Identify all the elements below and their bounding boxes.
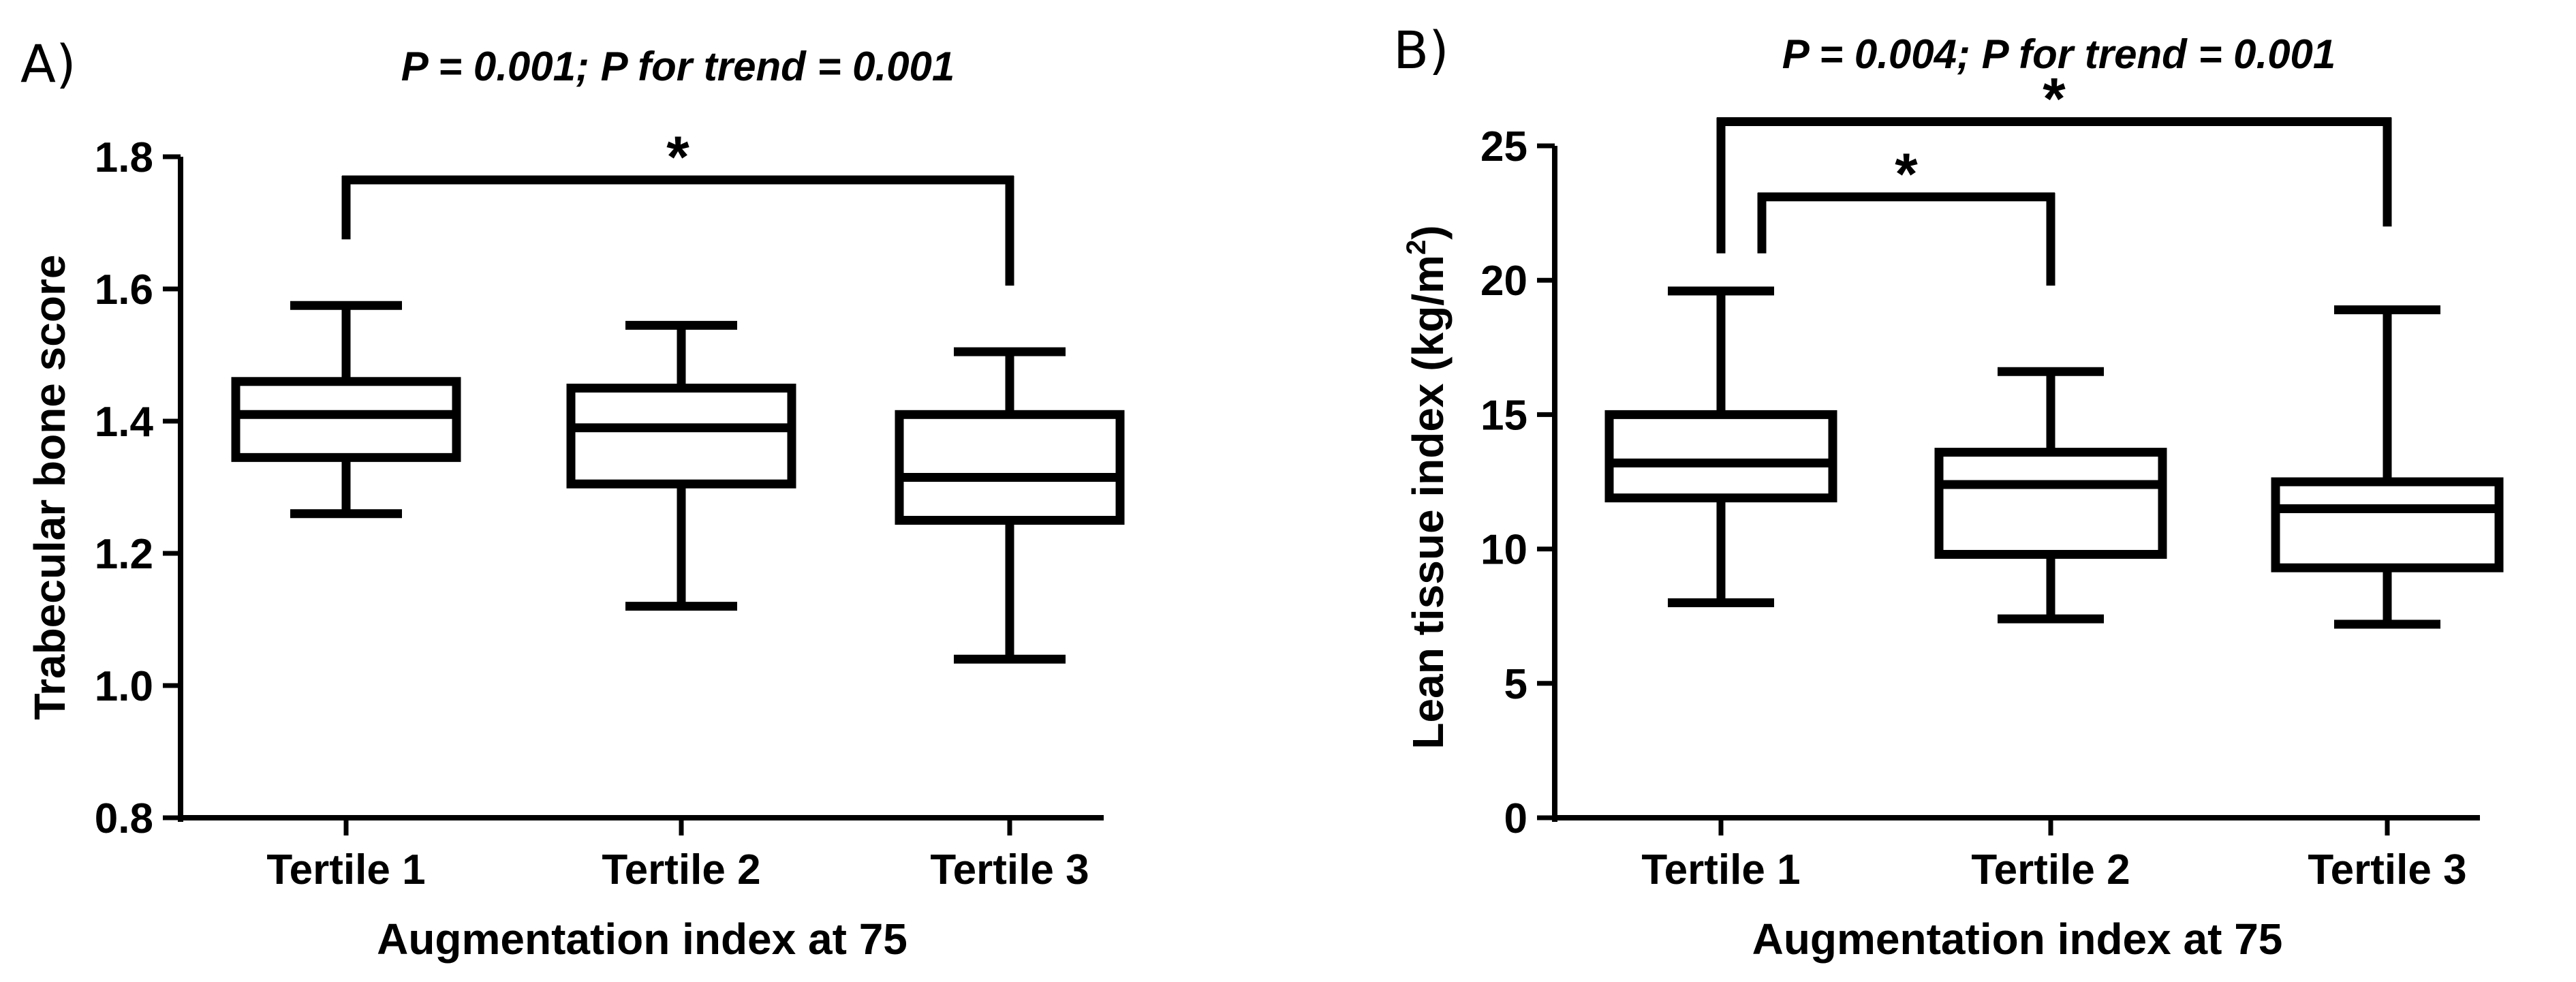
x-tick-label: Tertile 1 [1641, 846, 1800, 893]
significance-label: * [1895, 142, 1918, 207]
iqr-box [1934, 448, 2167, 559]
y-tick-label: 1.0 [95, 663, 153, 710]
y-axis-title: Trabecular bone score [25, 255, 74, 720]
panel-label: B) [1393, 20, 1449, 80]
panel-label: A) [20, 33, 76, 94]
chart-panel-b: B) P = 0.004; P for trend = 0.001 0 5 10 15 20… [1393, 20, 2504, 964]
y-tick-label: 1.2 [95, 531, 153, 578]
significance-bracket-1: * [1757, 142, 2055, 286]
iqr-box [231, 377, 461, 462]
chart-panel-a: A) P = 0.001; P for trend = 0.001 0.8 1.0 1.… [20, 33, 1125, 964]
y-tick-label: 0.8 [95, 795, 153, 842]
x-tick-label: Tertile 3 [2308, 846, 2466, 893]
iqr-box [895, 410, 1125, 525]
y-axis-title: Lean tissue index (kg/m2) [1401, 225, 1453, 749]
y-tick-label: 20 [1480, 258, 1527, 305]
y-axis-title-superscript: 2 [1401, 240, 1431, 255]
x-axis-title: Augmentation index at 75 [1752, 915, 2283, 964]
box-plot-1 [1604, 286, 1837, 607]
chart-title: P = 0.004; P for trend = 0.001 [1782, 31, 2336, 77]
x-tick-label: Tertile 3 [930, 846, 1089, 893]
iqr-box [566, 384, 796, 489]
y-tick-label: 25 [1480, 123, 1527, 170]
x-tick-label: Tertile 2 [602, 846, 760, 893]
significance-label: * [666, 125, 689, 190]
y-tick-label: 0 [1504, 795, 1527, 842]
significance-label: * [2043, 67, 2066, 132]
x-tick-label: Tertile 2 [1971, 846, 2130, 893]
chart-title: P = 0.001; P for trend = 0.001 [401, 44, 955, 89]
iqr-box [1604, 410, 1837, 503]
box-plot-2 [1934, 367, 2167, 624]
significance-bracket-2: * [1716, 67, 2392, 254]
y-tick-label: 5 [1504, 661, 1527, 708]
y-tick-label: 1.8 [95, 134, 153, 181]
box-plot-1 [231, 301, 461, 519]
y-tick-label: 1.4 [95, 399, 154, 446]
y-axis-title-suffix: ) [1403, 225, 1453, 239]
x-tick-label: Tertile 1 [266, 846, 425, 893]
y-axis-title-text: Trabecular bone score [25, 255, 74, 720]
y-axis-title-text: Lean tissue index (kg/m [1403, 255, 1453, 750]
box-plot-2 [566, 320, 796, 611]
box-plot-3 [895, 347, 1125, 664]
x-axis-title: Augmentation index at 75 [377, 915, 907, 964]
y-tick-label: 1.6 [95, 266, 153, 313]
significance-bracket-1: * [341, 125, 1014, 286]
y-tick-label: 15 [1480, 392, 1527, 439]
box-plot-3 [2271, 305, 2504, 629]
y-tick-label: 10 [1480, 527, 1527, 574]
iqr-box [2271, 477, 2504, 572]
